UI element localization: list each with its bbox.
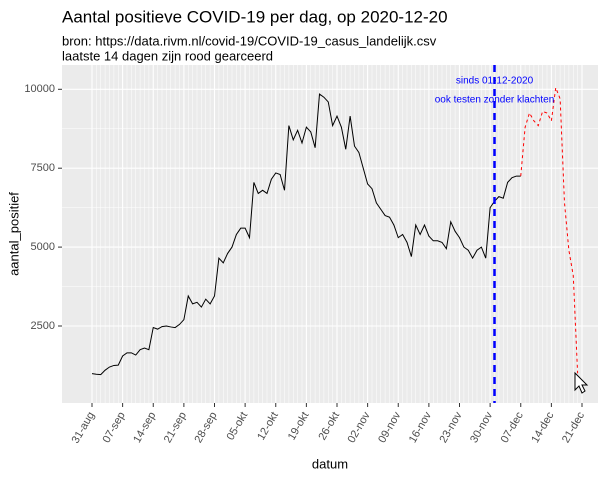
panel	[62, 65, 598, 403]
x-tick-label: 16-nov	[407, 410, 434, 446]
x-tick-label: 07-sep	[101, 410, 128, 445]
x-tick-label: 23-nov	[437, 410, 464, 446]
x-tick-label: 21-sep	[162, 410, 189, 445]
x-axis-label: datum	[312, 456, 348, 471]
y-tick-label: 2500	[31, 320, 55, 332]
subtitle: bron: https://data.rivm.nl/covid-19/COVI…	[62, 33, 437, 48]
x-tick-label: 09-nov	[376, 410, 403, 446]
x-tick-label: 05-okt	[225, 410, 251, 442]
subtitle: laatste 14 dagen zijn rood gearceerd	[62, 48, 273, 63]
x-tick-label: 31-aug	[70, 410, 98, 446]
y-tick-label: 7500	[31, 162, 55, 174]
data-line	[91, 93, 521, 376]
y-tick-label: 10000	[24, 83, 55, 95]
chart-title: Aantal positieve COVID-19 per dag, op 20…	[62, 7, 448, 26]
plot-layer: sinds 01-12-2020 ook testen zonder klacht…	[62, 65, 598, 403]
data-line	[520, 85, 579, 374]
cursor	[574, 371, 589, 394]
y-axis-label: aantal_positief	[6, 192, 21, 276]
x-tick-label: 28-sep	[192, 410, 219, 445]
x-tick-label: 02-nov	[346, 410, 373, 446]
annotation: ook testen zonder klachten	[435, 95, 555, 106]
x-tick-label: 14-sep	[131, 410, 158, 445]
x-tick-label: 07-dec	[499, 410, 526, 446]
y-tick-label: 5000	[31, 241, 55, 253]
annotation: sinds 01-12-2020	[456, 76, 534, 87]
x-tick-label: 12-okt	[255, 410, 281, 442]
x-tick-label: 19-okt	[286, 410, 312, 442]
x-tick-label: 21-dec	[560, 410, 587, 446]
x-tick-label: 14-dec	[529, 410, 556, 446]
x-tick-label: 26-okt	[316, 410, 342, 442]
x-tick-label: 30-nov	[468, 410, 495, 446]
